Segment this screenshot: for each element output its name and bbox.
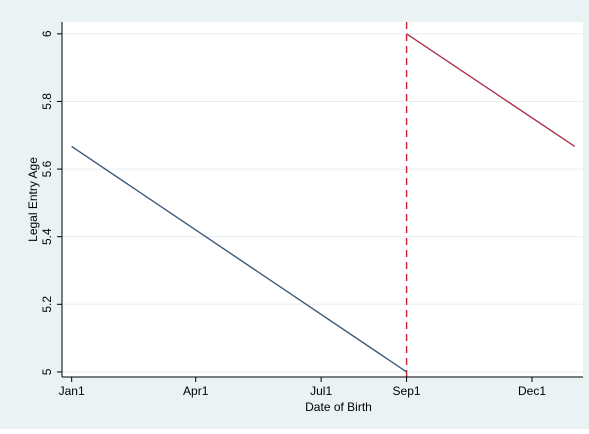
- y-tick-label-4: 5.8: [40, 93, 54, 110]
- x-tick-label-3: Sep1: [393, 384, 421, 398]
- series-line-1: [406, 33, 576, 148]
- y-tick-label-3: 5.6: [40, 160, 54, 177]
- series-line-0: [71, 145, 407, 373]
- y-tick-label-5: 6: [40, 30, 54, 37]
- axes: 5 5.2 5.4 5.6 5.8 6 Jan1 Apr1 Jul1 Sep1 Dec1: [40, 22, 583, 398]
- y-axis-label: Legal Entry Age: [26, 157, 40, 242]
- axis-labels: Date of Birth Legal Entry Age: [26, 157, 372, 414]
- x-tick-label-2: Jul1: [310, 384, 332, 398]
- series-layer: [71, 33, 576, 373]
- x-tick-label-0: Jan1: [59, 384, 85, 398]
- gridlines: [62, 33, 583, 373]
- plot-area: [62, 22, 583, 377]
- x-tick-label-1: Apr1: [183, 384, 209, 398]
- y-tick-label-2: 5.4: [40, 228, 54, 245]
- y-tick-label-0: 5: [40, 368, 54, 375]
- y-tick-label-1: 5.2: [40, 296, 54, 313]
- x-axis-label: Date of Birth: [305, 400, 372, 414]
- x-tick-label-4: Dec1: [518, 384, 546, 398]
